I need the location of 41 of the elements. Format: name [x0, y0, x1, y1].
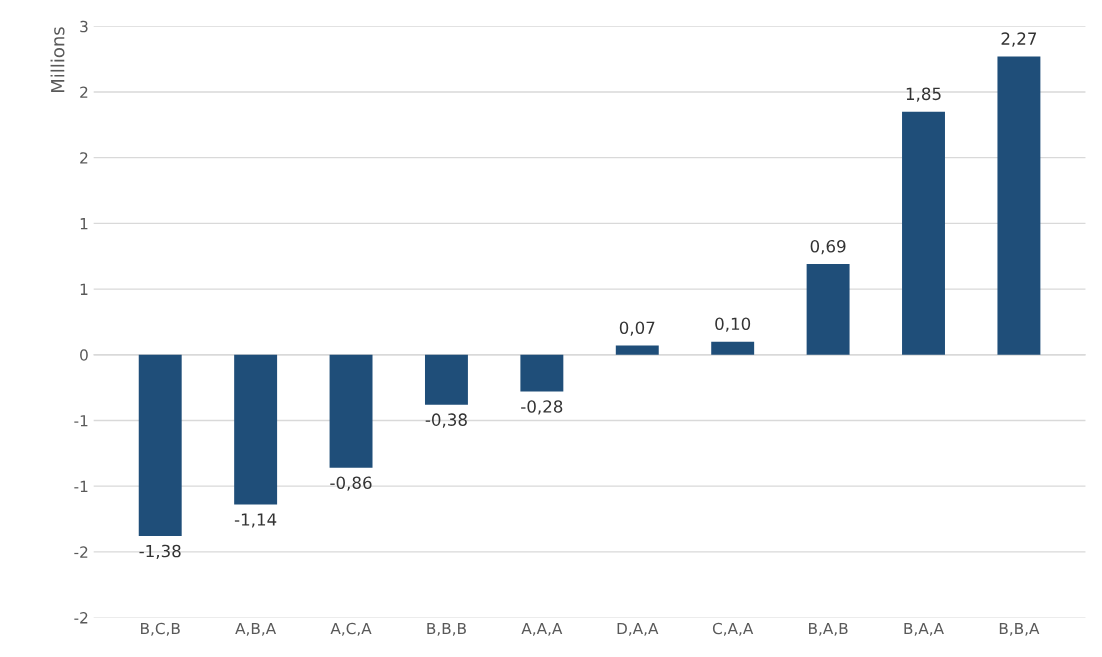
y-tick-label: 3 — [80, 20, 88, 33]
y-tick-label: 0 — [80, 349, 88, 361]
data-label: 0,07 — [619, 321, 655, 336]
bar — [424, 354, 468, 405]
y-tick-label: -1 — [74, 415, 88, 427]
data-label: 2,27 — [1001, 32, 1037, 47]
y-tick-label: -2 — [74, 612, 88, 624]
x-tick-label: B,C,B — [141, 622, 180, 636]
bar — [138, 354, 182, 537]
bar — [234, 354, 278, 505]
y-axis-title: Millions — [50, 27, 65, 93]
data-label: -0,86 — [330, 476, 372, 491]
bar — [615, 345, 659, 355]
y-tick-label: 2 — [80, 86, 88, 98]
y-tick-label: 1 — [80, 218, 88, 230]
data-label: 1,85 — [906, 87, 941, 102]
data-label: 0,10 — [715, 317, 751, 332]
x-tick-label: B,A,A — [904, 622, 944, 636]
bar — [329, 354, 373, 468]
bar — [806, 264, 850, 355]
x-tick-label: A,C,A — [330, 622, 372, 636]
x-tick-label: B,B,A — [999, 622, 1040, 636]
x-tick-label: A,A,A — [521, 622, 563, 636]
data-label: -0,38 — [425, 413, 467, 428]
x-tick-label: A,B,A — [235, 622, 277, 636]
y-tick-label: 2 — [80, 152, 88, 164]
bar — [902, 111, 945, 355]
x-tick-label: B,B,B — [427, 622, 466, 636]
bar — [997, 56, 1041, 355]
data-label: 0,69 — [810, 239, 846, 255]
y-tick-label: -1 — [74, 480, 88, 492]
data-label: -1,14 — [234, 513, 277, 528]
bar — [711, 341, 755, 355]
y-tick-label: -2 — [74, 546, 88, 558]
bar — [520, 354, 564, 392]
x-tick-label: B,A,B — [809, 622, 848, 636]
x-tick-label: C,A,A — [712, 622, 754, 636]
y-tick-label: 1 — [80, 283, 88, 295]
x-tick-label: D,A,A — [617, 622, 659, 636]
data-label: -1,38 — [139, 544, 181, 560]
data-label: -0,28 — [521, 400, 563, 415]
